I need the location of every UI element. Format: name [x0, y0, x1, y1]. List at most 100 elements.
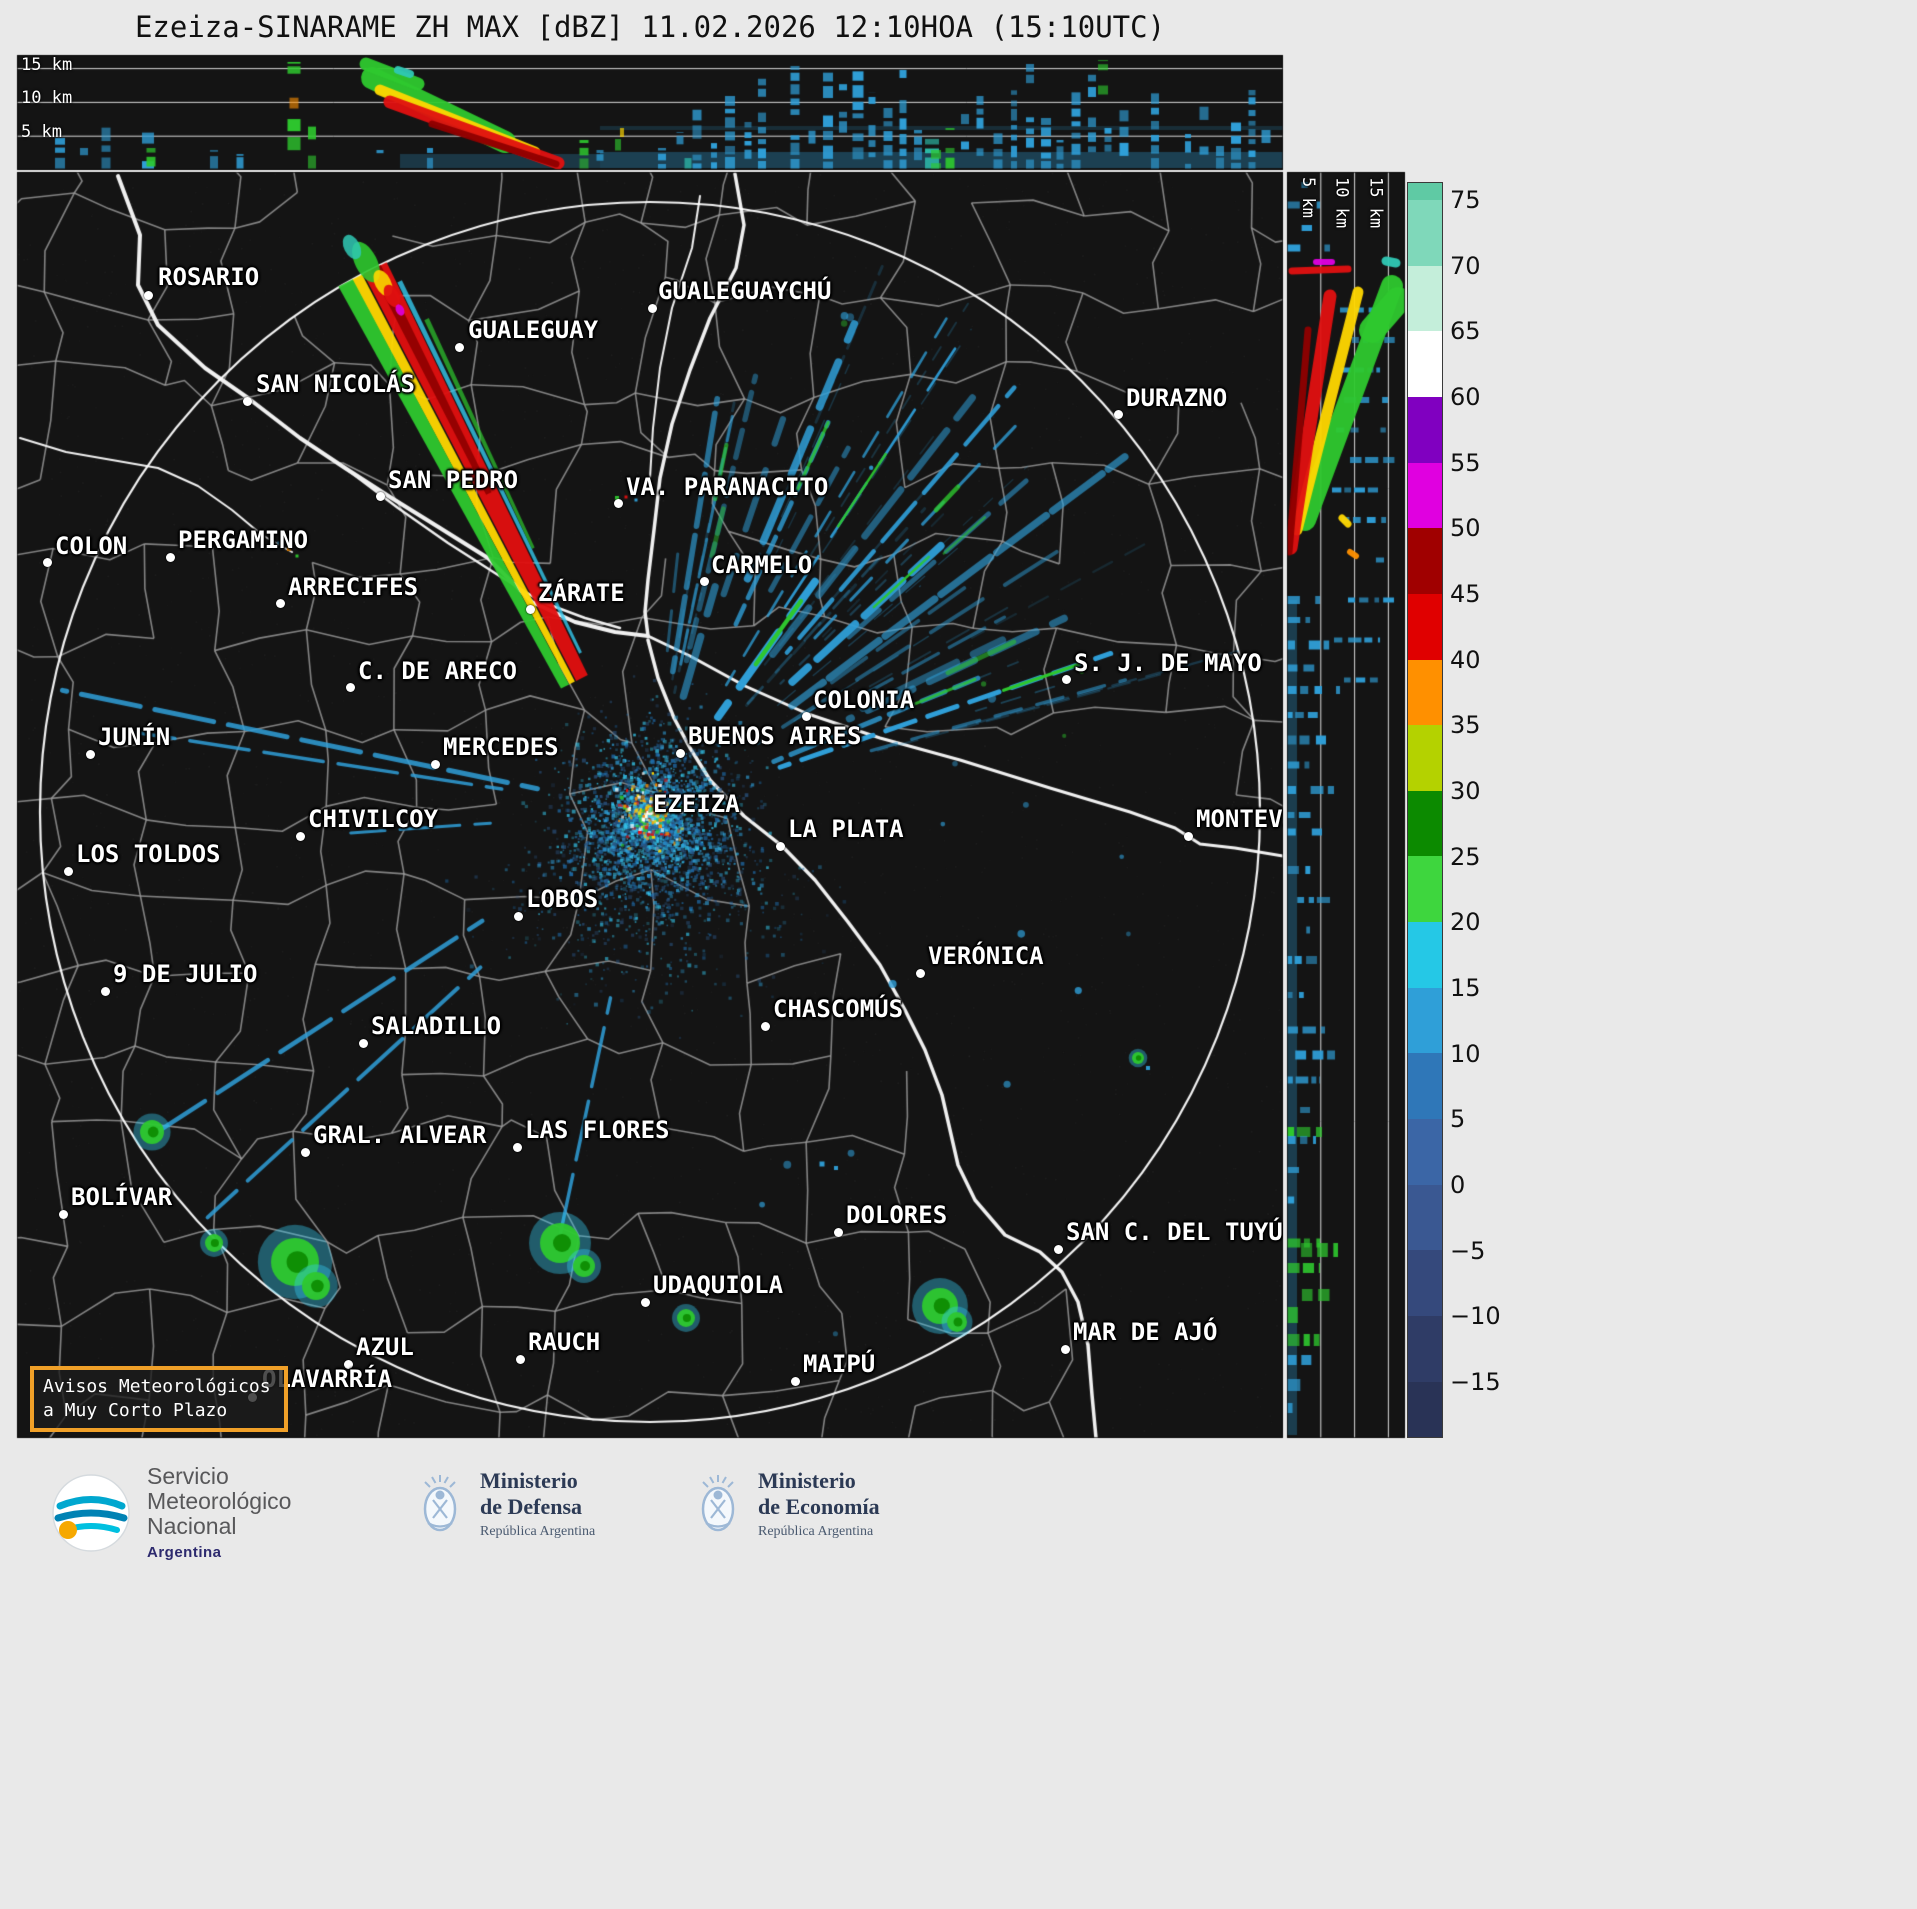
colorbar-segment-45	[1408, 528, 1442, 594]
city-dot-9-de-julio	[100, 986, 110, 996]
product-title: Ezeiza-SINARAME ZH MAX [dBZ] 11.02.2026 …	[134, 10, 1166, 44]
city-dot-la-plata	[775, 841, 785, 851]
city-dot-jun-n	[85, 749, 95, 759]
city-dot-carmelo	[699, 576, 709, 586]
city-label-rauch: RAUCH	[528, 1328, 601, 1356]
city-label-s-j-de-mayo: S. J. DE MAYO	[1074, 649, 1262, 677]
city-dot-c-de-areco	[345, 682, 355, 692]
colorbar-segment-35	[1408, 659, 1442, 726]
city-label-colonia: COLONIA	[813, 686, 915, 714]
economia-logo-group: Ministerio de Economía República Argenti…	[693, 1468, 880, 1540]
city-label-colon: COLON	[55, 532, 128, 560]
smn-name-line-3: Nacional	[147, 1513, 237, 1539]
city-dot-azul	[343, 1359, 353, 1369]
city-dot-mercedes	[430, 759, 440, 769]
city-dot-gualeguaych	[647, 303, 657, 313]
economia-wordmark: Ministerio de Economía República Argenti…	[758, 1468, 880, 1540]
city-label-arrecifes: ARRECIFES	[288, 573, 419, 601]
colorbar-segment--20	[1408, 1381, 1442, 1437]
city-label-montevideo: MONTEVIDEO	[1196, 805, 1283, 833]
city-label-c-de-areco: C. DE ARECO	[358, 657, 517, 685]
colorbar-segment-5	[1408, 1053, 1442, 1120]
city-label-rosario: ROSARIO	[158, 263, 260, 291]
colorbar-segment-65	[1408, 265, 1442, 332]
city-label-bol-var: BOLÍVAR	[71, 1183, 173, 1211]
city-label-mercedes: MERCEDES	[443, 733, 559, 761]
city-label-va-paranacito: VA. PARANACITO	[626, 473, 829, 501]
city-label-mar-de-aj: MAR DE AJÓ	[1073, 1318, 1218, 1346]
city-dot-montevideo	[1183, 831, 1193, 841]
city-dot-gral-alvear	[300, 1147, 310, 1157]
city-dot-lobos	[513, 911, 523, 921]
footer: Servicio Meteorológico Nacional Argentin…	[0, 1458, 1917, 1598]
city-dot-san-c-del-tuy	[1053, 1244, 1063, 1254]
economia-line-1: Ministerio	[758, 1468, 856, 1493]
defensa-logo-group: Ministerio de Defensa República Argentin…	[415, 1468, 595, 1540]
colorbar-segment--15	[1408, 1315, 1442, 1382]
city-label-azul: AZUL	[356, 1333, 414, 1361]
city-label-9-de-julio: 9 DE JULIO	[113, 960, 258, 988]
city-dot-dolores	[833, 1227, 843, 1237]
city-label-ver-nica: VERÓNICA	[928, 942, 1044, 970]
city-label-chivilcoy: CHIVILCOY	[308, 805, 439, 833]
city-dot-buenos-aires	[675, 748, 685, 758]
colorbar-segment-0	[1408, 1119, 1442, 1185]
city-label-chascom-s: CHASCOMÚS	[773, 995, 904, 1023]
city-dot-mar-de-aj	[1060, 1344, 1070, 1354]
colorbar-segment-15	[1408, 922, 1442, 988]
city-dot-colon	[42, 557, 52, 567]
city-dot-san-pedro	[375, 491, 385, 501]
colorbar-segment-25	[1408, 790, 1442, 857]
city-dot-chascom-s	[760, 1021, 770, 1031]
city-label-durazno: DURAZNO	[1126, 384, 1228, 412]
city-dot-ver-nica	[915, 968, 925, 978]
city-label-jun-n: JUNÍN	[98, 723, 171, 751]
colorbar-segment-40	[1408, 593, 1442, 660]
colorbar-segment-75	[1408, 183, 1442, 201]
defensa-line-1: Ministerio	[480, 1468, 578, 1493]
colorbar-segment-60	[1408, 331, 1442, 397]
city-dot-maip	[790, 1376, 800, 1386]
city-dot-rosario	[143, 290, 153, 300]
smn-logo-icon	[52, 1473, 130, 1552]
smn-logo-group: Servicio Meteorológico Nacional Argentin…	[50, 1464, 291, 1561]
city-label-dolores: DOLORES	[846, 1201, 948, 1229]
city-label-buenos-aires: BUENOS AIRES	[688, 722, 862, 750]
city-label-saladillo: SALADILLO	[371, 1012, 502, 1040]
city-label-san-c-del-tuy: SAN C. DEL TUYÚ	[1066, 1218, 1283, 1246]
economia-line-2: de Economía	[758, 1494, 880, 1519]
colorbar-segment-20	[1408, 856, 1442, 923]
warning-line-1: Avisos Meteorológicos	[43, 1376, 271, 1397]
defensa-country: República Argentina	[480, 1524, 596, 1539]
city-dot-z-rate	[525, 604, 535, 614]
city-dot-san-nicol-s	[242, 396, 252, 406]
city-dot-chivilcoy	[295, 831, 305, 841]
city-dot-pergamino	[165, 552, 175, 562]
city-label-carmelo: CARMELO	[711, 551, 813, 579]
colorbar-segment-70	[1408, 200, 1442, 266]
smn-name-line-2: Meteorológico	[147, 1488, 292, 1514]
city-dot-va-paranacito	[613, 498, 623, 508]
city-label-z-rate: ZÁRATE	[538, 579, 625, 607]
smn-name-line-1: Servicio	[147, 1463, 229, 1489]
city-label-san-nicol-s: SAN NICOLÁS	[256, 370, 415, 398]
defensa-line-2: de Defensa	[480, 1494, 583, 1519]
defensa-wordmark: Ministerio de Defensa República Argentin…	[480, 1468, 595, 1540]
warning-box: Avisos Meteorológicos a Muy Corto Plazo	[30, 1366, 288, 1432]
city-dot-durazno	[1113, 409, 1123, 419]
city-dot-saladillo	[358, 1038, 368, 1048]
city-dot-las-flores	[512, 1142, 522, 1152]
city-label-ezeiza: EZEIZA	[653, 790, 740, 818]
city-label-lobos: LOBOS	[526, 885, 599, 913]
city-label-gualeguaych: GUALEGUAYCHÚ	[658, 277, 832, 305]
city-label-maip: MAIPÚ	[803, 1350, 876, 1378]
colorbar-segment-50	[1408, 462, 1442, 529]
city-dot-udaquiola	[640, 1297, 650, 1307]
city-label-gral-alvear: GRAL. ALVEAR	[313, 1121, 487, 1149]
city-dot-s-j-de-mayo	[1061, 674, 1071, 684]
city-label-pergamino: PERGAMINO	[178, 526, 309, 554]
city-dot-arrecifes	[275, 598, 285, 608]
city-dot-rauch	[515, 1354, 525, 1364]
city-dot-colonia	[801, 711, 811, 721]
